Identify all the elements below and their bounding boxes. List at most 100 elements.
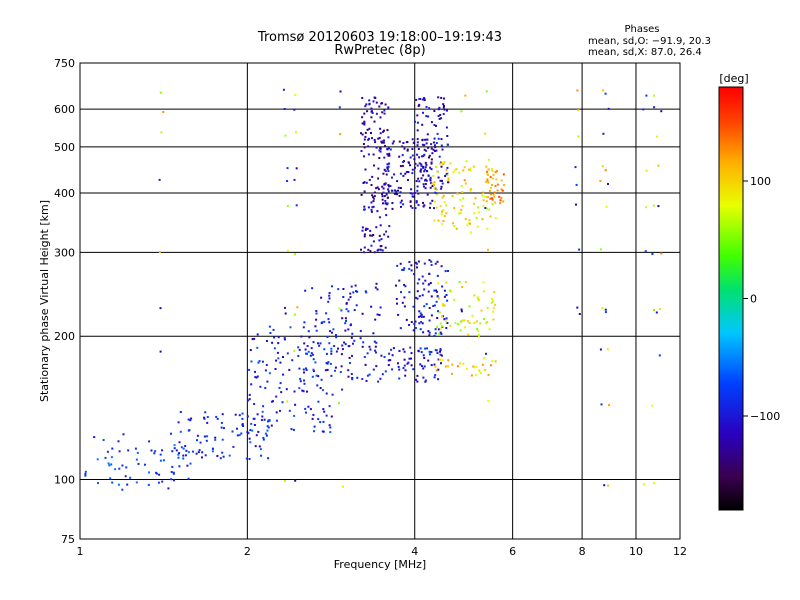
data-point [434, 144, 436, 147]
data-point [441, 210, 444, 213]
data-point [440, 161, 443, 164]
data-point [306, 390, 308, 393]
data-point [401, 268, 404, 271]
data-point [421, 138, 424, 141]
data-point [430, 161, 433, 164]
data-point [367, 145, 370, 148]
data-point [392, 140, 395, 143]
data-point [440, 138, 443, 141]
data-point [182, 457, 185, 460]
data-point [408, 324, 410, 326]
data-point [302, 326, 305, 329]
data-point [403, 350, 406, 353]
data-point [421, 123, 424, 126]
data-point [375, 112, 378, 115]
data-point [385, 230, 388, 233]
data-point [578, 313, 581, 315]
data-point [383, 156, 386, 159]
data-point [486, 207, 489, 210]
data-point [645, 94, 648, 97]
data-point [189, 419, 192, 422]
data-point [458, 281, 461, 284]
data-point [388, 185, 390, 188]
data-point [385, 193, 388, 196]
data-point [294, 253, 296, 256]
data-point [305, 352, 308, 355]
data-point [126, 483, 129, 486]
data-point [306, 345, 309, 347]
data-point [658, 354, 661, 357]
data-point [466, 224, 469, 227]
data-point [375, 101, 378, 104]
data-point [341, 348, 344, 351]
data-point [605, 205, 608, 208]
data-point [602, 89, 605, 92]
data-point [464, 94, 467, 97]
data-point [375, 282, 378, 285]
data-point [197, 451, 200, 454]
data-point [248, 368, 251, 371]
data-point [373, 191, 376, 194]
data-point [266, 380, 269, 383]
data-point [604, 169, 607, 172]
data-point [162, 459, 165, 462]
data-point [377, 137, 380, 140]
data-point [110, 463, 113, 466]
data-point [286, 167, 289, 170]
data-point [396, 180, 399, 183]
data-point [428, 154, 431, 157]
data-point [438, 162, 441, 165]
data-point [350, 373, 353, 375]
data-point [327, 318, 330, 321]
data-point [264, 369, 267, 372]
data-point [466, 367, 468, 370]
data-point [472, 165, 475, 168]
data-point [495, 178, 498, 181]
data-point [378, 157, 381, 159]
data-point [179, 411, 182, 413]
data-point [378, 239, 381, 242]
data-point [461, 286, 464, 288]
data-point [440, 165, 443, 168]
data-point [417, 105, 420, 107]
data-point [344, 322, 347, 325]
data-point [104, 456, 107, 459]
data-point [494, 185, 497, 188]
data-point [483, 357, 486, 360]
data-point [185, 454, 187, 457]
data-point [428, 107, 431, 110]
data-point [363, 190, 366, 193]
data-point [445, 204, 448, 207]
data-point [372, 332, 375, 335]
data-point [331, 393, 334, 396]
data-point [367, 206, 370, 209]
data-point [453, 169, 456, 172]
data-point [372, 100, 375, 103]
data-point [249, 429, 252, 431]
data-point [398, 140, 401, 143]
data-point [435, 290, 438, 293]
data-point [361, 116, 364, 119]
data-point [430, 182, 433, 185]
data-point [382, 191, 385, 194]
data-point [418, 180, 421, 183]
data-point [172, 471, 175, 474]
data-point [375, 187, 378, 190]
data-point [477, 206, 479, 209]
data-point [310, 352, 313, 355]
data-point [173, 444, 176, 447]
data-point [382, 172, 385, 175]
data-point [599, 248, 602, 251]
data-point [221, 451, 224, 454]
data-point [473, 366, 476, 369]
data-point [652, 204, 655, 207]
data-point [433, 219, 436, 222]
data-point [312, 358, 315, 361]
data-point [344, 317, 347, 320]
data-point [344, 329, 347, 332]
data-point [361, 133, 364, 136]
data-point [368, 137, 370, 140]
data-point [424, 347, 427, 350]
data-point [483, 195, 486, 198]
data-point [482, 199, 485, 202]
